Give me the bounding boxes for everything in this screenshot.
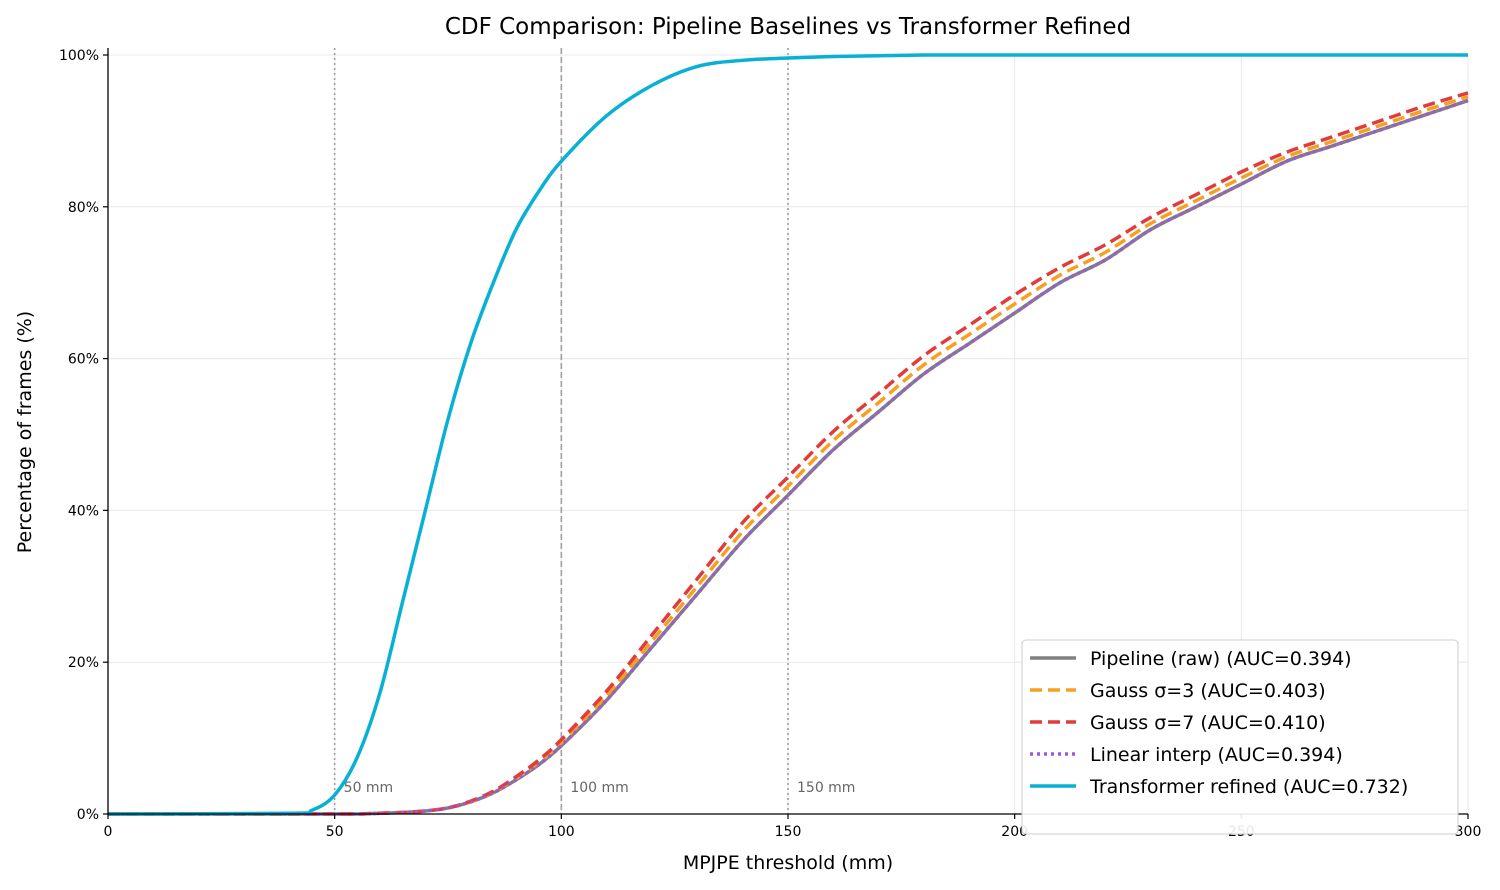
x-tick-label: 150	[775, 824, 802, 840]
series-line-4	[107, 98, 1469, 816]
y-tick-label: 40%	[68, 503, 99, 519]
series-lines	[107, 53, 1469, 816]
x-tick-label: 50	[326, 824, 344, 840]
y-tick-label: 20%	[68, 655, 99, 671]
legend-label-4: Linear interp (AUC=0.394)	[1090, 744, 1343, 766]
reference-line-label: 100 mm	[570, 780, 628, 796]
y-tick-label: 60%	[68, 352, 99, 368]
legend-label-5: Transformer refined (AUC=0.732)	[1089, 776, 1408, 798]
y-tick-label: 80%	[68, 200, 99, 216]
y-axis-label: Percentage of frames (%)	[14, 311, 36, 553]
legend-label-3: Gauss σ=7 (AUC=0.410)	[1090, 712, 1326, 734]
legend-label-1: Pipeline (raw) (AUC=0.394)	[1090, 648, 1352, 670]
y-tick-label: 0%	[77, 807, 99, 823]
x-tick-label: 0	[104, 824, 113, 840]
x-tick-label: 100	[548, 824, 575, 840]
x-axis-label: MPJPE threshold (mm)	[683, 852, 893, 874]
legend-box	[1021, 639, 1459, 835]
reference-lines: 50 mm 100 mm 150 mm	[333, 48, 855, 814]
axes: 0501001502002503000%20%40%60%80%100%	[59, 48, 1481, 840]
legend: Pipeline (raw) (AUC=0.394) Gauss σ=3 (AUC…	[1021, 639, 1459, 835]
series-line-5	[107, 53, 1468, 816]
chart-title: CDF Comparison: Pipeline Baselines vs Tr…	[445, 14, 1131, 40]
reference-line-label: 50 mm	[344, 780, 394, 796]
y-tick-label: 100%	[59, 48, 99, 64]
x-tick-label: 300	[1455, 824, 1482, 840]
reference-line-label: 150 mm	[797, 780, 855, 796]
legend-label-2: Gauss σ=3 (AUC=0.403)	[1090, 680, 1326, 702]
x-tick-label: 200	[1001, 824, 1028, 840]
